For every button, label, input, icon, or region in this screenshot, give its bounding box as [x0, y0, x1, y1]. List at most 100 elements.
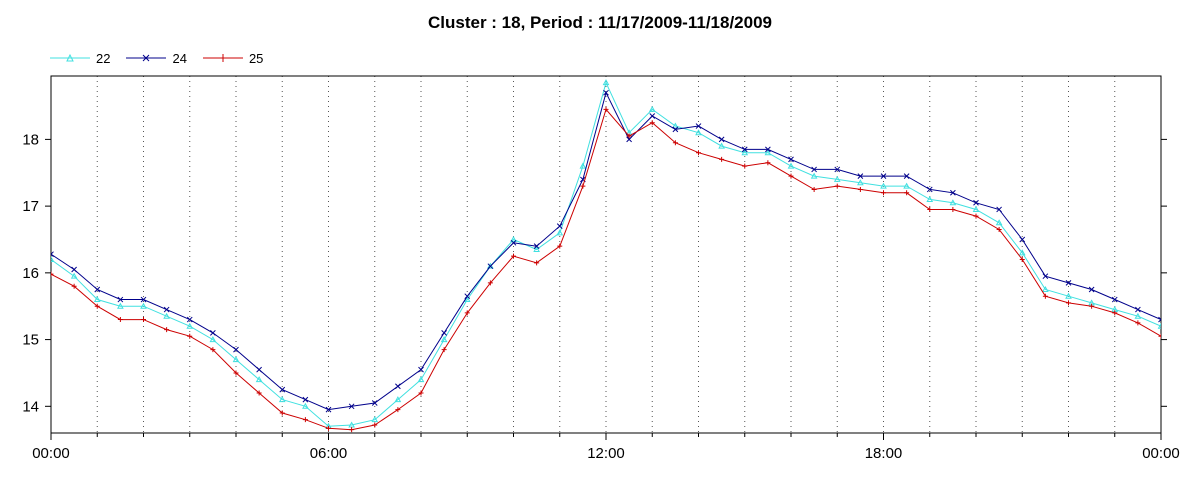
series-25-point-20: [511, 253, 516, 259]
series-22-point-27: [672, 122, 679, 129]
series-25-point-33: [811, 186, 817, 192]
series-25-point-43: [1042, 293, 1048, 299]
series-24-point-39: [950, 189, 956, 196]
series-22-point-15: [394, 396, 402, 403]
series-25-point-13: [349, 427, 355, 433]
series-25-point-27: [672, 140, 678, 146]
series-22-point-31: [764, 149, 772, 156]
series-22-point-4: [140, 302, 147, 309]
series-22-point-9: [255, 376, 263, 383]
series-24-point-5: [163, 306, 170, 313]
series-22-point-47: [1134, 312, 1142, 319]
series-25-point-32: [788, 173, 794, 179]
legend-label-series-2: 25: [248, 50, 264, 66]
series-22-point-24: [602, 79, 610, 86]
series-25-point-25: [626, 133, 632, 139]
series-22-point-1: [70, 272, 78, 279]
series-25-point-29: [719, 156, 725, 162]
series-24-point-6: [186, 316, 193, 323]
series-24-point-2: [94, 286, 101, 293]
series-22-point-34: [833, 175, 841, 182]
series-25-point-44: [1066, 300, 1071, 306]
series-25-point-36: [881, 190, 886, 196]
series-22-point-7: [209, 336, 217, 343]
plot-frame: [50, 75, 1162, 434]
x-tick-label-0: 00:00: [32, 445, 70, 462]
series-24-point-37: [903, 173, 910, 179]
legend-label-series-1: 24: [172, 50, 187, 66]
series-24-point-41: [996, 206, 1002, 213]
x-tick-label-3: 18:00: [865, 445, 903, 462]
series-22-point-37: [903, 182, 910, 189]
series-22-point-2: [93, 296, 101, 303]
series-24-point-9: [256, 366, 262, 373]
series-25-point-37: [904, 190, 910, 196]
series-22-point-0: [51, 255, 55, 263]
series-24-point-18: [464, 293, 471, 300]
series-24-point-43: [1042, 273, 1049, 280]
series-24-point-31: [765, 146, 771, 153]
series-25-point-19: [487, 280, 493, 286]
series-25-point-39: [950, 206, 956, 212]
series-24-point-11: [302, 396, 309, 403]
series-24-point-8: [233, 346, 239, 353]
series-22-point-33: [810, 172, 818, 179]
series-25-point-6: [187, 333, 193, 339]
series-22-point-16: [417, 376, 425, 383]
series-25-point-31: [765, 160, 771, 166]
series-25-point-47: [1135, 320, 1141, 326]
series-24-point-7: [210, 330, 216, 336]
series-22-point-32: [787, 162, 795, 169]
series-25-point-46: [1112, 310, 1118, 316]
series-22-point-39: [949, 199, 957, 206]
series-24-point-47: [1135, 306, 1141, 313]
series-25-point-14: [372, 422, 378, 428]
series-22-point-19: [487, 262, 494, 269]
series-22-point-13: [348, 421, 355, 428]
series-22-point-36: [880, 182, 887, 189]
series-24-point-0: [51, 251, 54, 258]
series-24-point-22: [556, 223, 563, 229]
legend-item-series-1: 24: [126, 50, 187, 66]
series-25-point-22: [557, 243, 563, 249]
legend-item-series-0: 22: [50, 51, 110, 66]
series-24-point-27: [672, 126, 679, 133]
series-22-point-3: [117, 302, 124, 309]
series-22-point-29: [718, 142, 725, 149]
series-22-point-21: [533, 245, 540, 252]
series-22-point-44: [1065, 292, 1072, 299]
series-25-point-42: [1019, 257, 1025, 263]
series-24-point-4: [140, 296, 147, 303]
series-25-point-30: [742, 163, 748, 169]
series-24-point-19: [487, 263, 494, 270]
series-24-point-21: [533, 243, 540, 250]
series-22-point-48: [1157, 322, 1161, 329]
series-24: [51, 89, 1161, 413]
series-line-22: [51, 81, 1161, 427]
series-22-point-17: [440, 336, 448, 343]
series-24-point-20: [510, 239, 517, 246]
series-22-point-11: [302, 402, 309, 409]
x-marker-icon: [126, 54, 167, 62]
series-22-point-5: [163, 312, 170, 319]
series-22-point-40: [972, 205, 980, 212]
series-24-point-16: [418, 366, 424, 373]
series-24-point-15: [395, 383, 401, 390]
series-24-point-33: [811, 166, 817, 173]
series-25-point-35: [857, 186, 863, 192]
series-22-point-38: [926, 195, 934, 202]
series-22-point-10: [278, 396, 286, 403]
series-24-point-12: [325, 406, 332, 413]
series-24-point-42: [1019, 236, 1026, 243]
series-24-point-45: [1088, 286, 1095, 293]
triangle-marker-icon: [50, 53, 90, 62]
series-22-point-20: [510, 235, 517, 242]
series-22-point-35: [857, 179, 864, 186]
series-25-point-21: [534, 260, 540, 266]
series-25-point-0: [51, 271, 54, 277]
series-24-point-46: [1111, 296, 1118, 303]
x-tick-label-2: 12:00: [587, 445, 625, 462]
series-25-point-16: [418, 390, 424, 396]
series-25-point-28: [696, 150, 701, 156]
